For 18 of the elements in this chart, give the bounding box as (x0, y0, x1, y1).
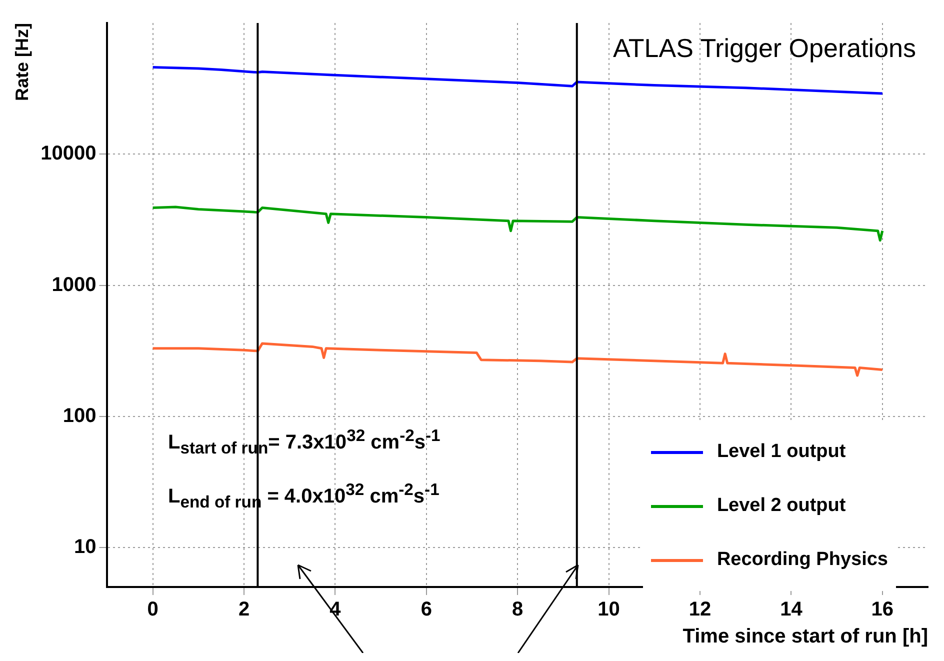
x-tick-label: 12 (688, 598, 712, 621)
y-tick-label: 1000 (52, 274, 96, 296)
legend-label: Level 1 output (716, 441, 846, 463)
y-tick-label: 100 (62, 404, 96, 427)
x-tick-label: 2 (238, 598, 250, 621)
x-tick-label: 6 (420, 598, 432, 621)
x-tick-label: 8 (512, 598, 524, 621)
legend-label: Level 2 output (716, 495, 846, 517)
y-axis-title: Rate [Hz] (12, 23, 32, 102)
x-axis-title: Time since start of run [h] (682, 626, 928, 648)
chart-title: ATLAS Trigger Operations (613, 33, 916, 64)
x-tick-label: 0 (147, 598, 158, 621)
x-tick-label: 16 (871, 598, 894, 621)
x-tick-label: 14 (780, 598, 804, 621)
y-tick-label: 10 (74, 536, 96, 558)
legend-label: Recording Physics (716, 549, 888, 571)
x-tick-label: 10 (598, 598, 620, 621)
y-tick-label: 10000 (40, 142, 96, 165)
